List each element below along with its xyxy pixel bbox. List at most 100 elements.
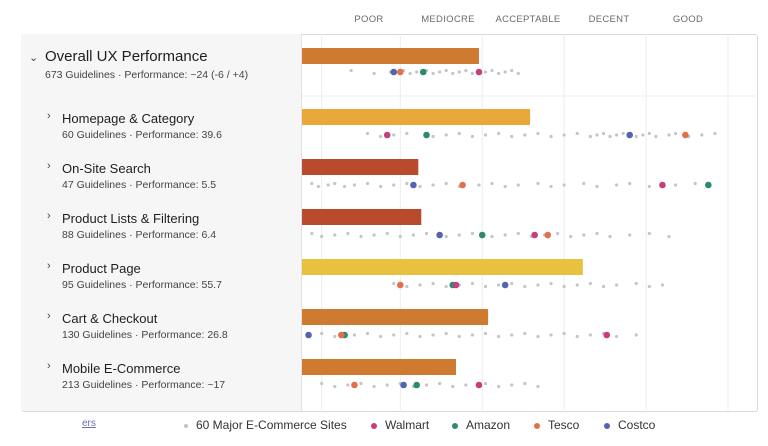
chevron-down-icon[interactable]: ⌄ [29,52,39,64]
row-on-site-search[interactable]: › On-Site Search 47 Guidelines · Perform… [21,146,301,196]
site-dot [316,184,320,189]
chevron-right-icon[interactable]: › [47,310,51,322]
walmart-dot [659,181,666,189]
amazon-dot [478,231,486,239]
site-dot [562,284,566,289]
site-dot [660,283,665,287]
row-product-lists-filtering[interactable]: › Product Lists & Filtering 88 Guideline… [21,196,301,246]
site-dot [647,131,651,136]
row-subtitle: 130 Guidelines · Performance: 26.8 [62,329,228,341]
costco-dot [436,231,443,239]
walmart-dot [383,131,391,139]
site-dot [346,383,350,387]
site-dot [392,183,396,187]
row-title: Product Lists & Filtering [62,211,200,226]
chevron-right-icon[interactable]: › [47,110,51,122]
site-dot [503,233,507,237]
site-dot [497,71,501,76]
site-dot [549,184,553,189]
chevron-right-icon[interactable]: › [47,260,51,272]
site-dot [326,183,330,187]
site-dot [385,383,389,387]
amazon-dot [413,381,420,389]
site-dot [349,68,353,73]
site-dot [359,381,363,386]
costco-dot [626,131,633,139]
site-dot [444,331,448,336]
site-dot [365,131,370,136]
site-dot [320,381,324,386]
row-homepage-category[interactable]: › Homepage & Category 60 Guidelines · Pe… [21,96,301,146]
site-dot [614,133,619,137]
footer-link[interactable]: ers [82,418,96,429]
site-dot [595,133,599,137]
site-dot [346,231,350,236]
tesco-dot [351,381,358,389]
scale-label-good: GOOD [672,14,704,25]
site-dot [536,334,540,339]
site-dot [333,233,337,237]
site-dot [438,381,442,386]
chevron-right-icon[interactable]: › [47,360,51,372]
site-dot [647,184,651,189]
site-dot [713,131,717,136]
legend-item-tesco: Tesco [534,418,579,432]
performance-bar [302,109,531,125]
legend-label: Costco [618,418,656,432]
site-dot [464,68,468,73]
site-dot [431,134,435,139]
legend-dot-icon [371,422,377,429]
chevron-right-icon[interactable]: › [47,160,51,172]
row-title: Overall UX Performance [45,48,208,65]
site-dot [470,71,474,76]
site-dot [470,333,474,337]
site-dot [510,281,514,286]
row-overall[interactable]: ⌄ Overall UX Performance 673 Guidelines … [21,34,301,96]
scale-label-poor: POOR [354,14,384,25]
site-dot [385,231,389,236]
site-dot [310,181,314,186]
site-dot [536,283,540,287]
walmart-dot [452,281,460,289]
site-dot [379,134,383,139]
chevron-right-icon[interactable]: › [47,210,51,222]
site-dot [392,133,396,137]
site-dot [424,231,429,236]
site-dot [310,231,314,236]
site-dot [405,131,409,136]
site-dot [562,133,566,137]
site-dot [673,183,678,187]
costco-dot [400,381,407,389]
site-dot [536,384,540,389]
site-dot [608,234,612,239]
site-dot [405,181,409,186]
site-dot [601,284,606,289]
row-product-page[interactable]: › Product Page 95 Guidelines · Performan… [21,246,301,296]
row-cart-checkout[interactable]: › Cart & Checkout 130 Guidelines · Perfo… [21,296,301,346]
site-dot [365,181,370,186]
costco-dot [410,181,417,189]
row-subtitle: 88 Guidelines · Performance: 6.4 [62,229,217,241]
tesco-dot [338,331,345,339]
site-dot [418,283,422,287]
site-dot [444,181,448,186]
legend-label: Amazon [466,418,511,432]
site-dot [418,334,422,339]
row-mobile-e-commerce[interactable]: › Mobile E-Commerce 213 Guidelines · Per… [21,346,301,396]
site-dot [424,383,429,387]
site-dot [379,184,383,189]
site-dot [510,383,514,387]
site-dot [483,284,488,289]
site-dot [398,234,402,239]
site-dot [654,134,658,139]
site-dot [457,131,461,136]
site-dot [549,281,553,286]
site-dot [490,234,494,239]
legend-item-costco: Costco [604,418,655,432]
row-title: Mobile E-Commerce [62,361,181,376]
site-dot [634,134,638,139]
site-dot [470,134,474,139]
site-dot [608,134,612,139]
site-dot [621,131,625,136]
site-dot [490,181,494,186]
